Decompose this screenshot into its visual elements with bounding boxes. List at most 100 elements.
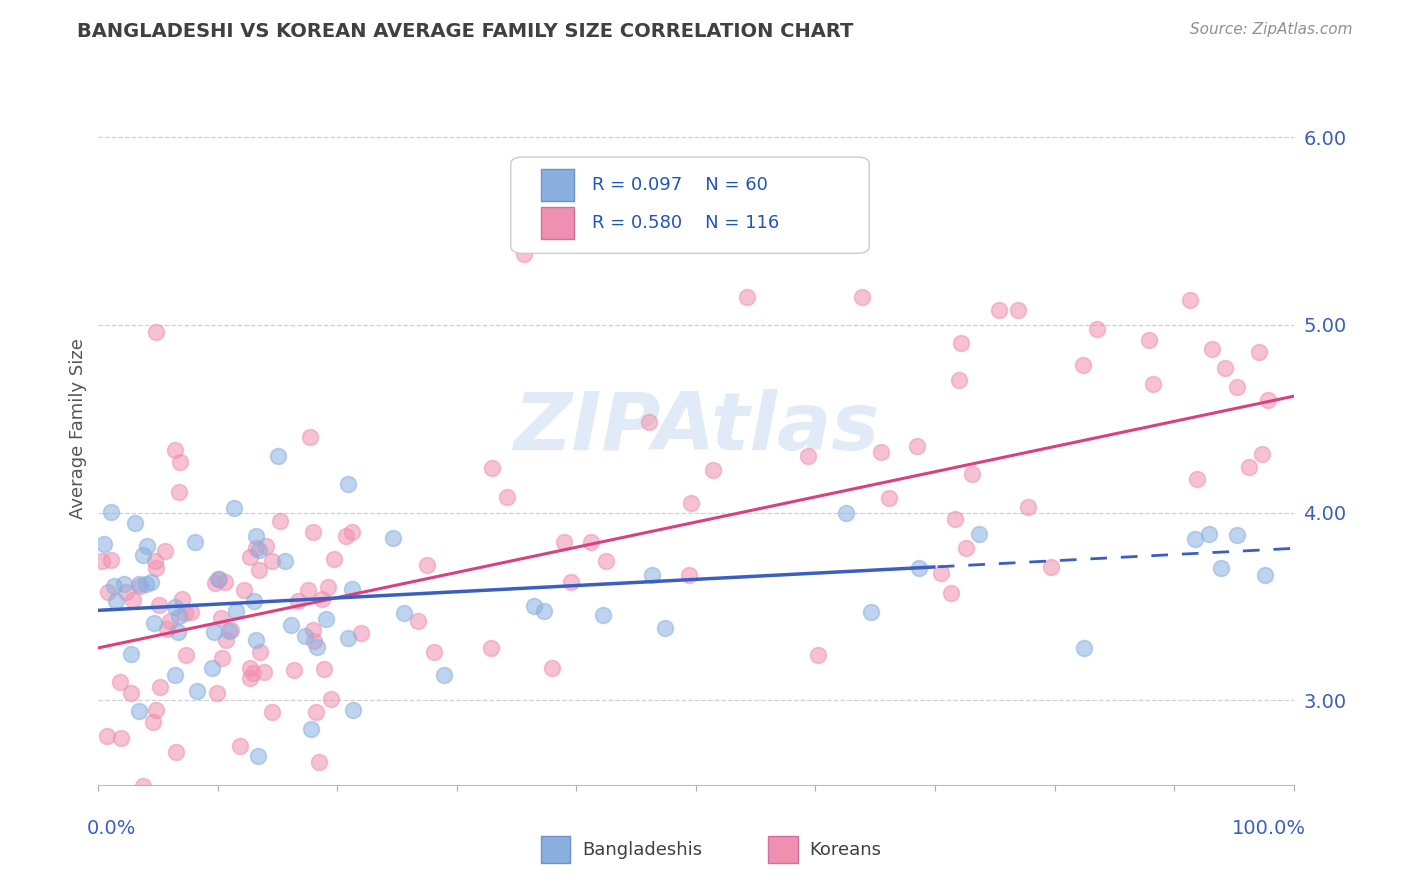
Point xyxy=(91,554,114,568)
Point xyxy=(159,614,181,628)
Point xyxy=(315,612,337,626)
Point xyxy=(1239,460,1261,475)
Point xyxy=(245,541,267,556)
Point xyxy=(165,600,187,615)
Point xyxy=(169,455,191,469)
Point xyxy=(943,512,966,526)
Point xyxy=(987,302,1010,317)
Point xyxy=(122,593,145,607)
Point xyxy=(481,460,503,475)
Point xyxy=(256,539,278,553)
Point xyxy=(335,529,357,543)
Point xyxy=(579,534,602,549)
Point xyxy=(219,623,242,637)
Point xyxy=(124,516,146,531)
Text: Source: ZipAtlas.com: Source: ZipAtlas.com xyxy=(1189,22,1353,37)
Point xyxy=(553,535,575,549)
Point xyxy=(247,749,270,764)
Point xyxy=(302,524,325,539)
Point xyxy=(112,577,135,591)
Point xyxy=(1226,528,1249,542)
Point xyxy=(93,537,115,551)
Point xyxy=(294,629,316,643)
Point xyxy=(273,554,295,568)
Point xyxy=(1184,532,1206,546)
Point xyxy=(907,560,929,574)
Point xyxy=(142,714,165,729)
Point xyxy=(186,683,208,698)
Point xyxy=(1040,559,1063,574)
Point xyxy=(869,444,891,458)
Y-axis label: Average Family Size: Average Family Size xyxy=(69,338,87,518)
Point xyxy=(641,567,664,582)
Point xyxy=(167,609,190,624)
Point xyxy=(1250,447,1272,461)
Point xyxy=(155,623,177,637)
Point xyxy=(283,664,305,678)
Point xyxy=(299,430,322,444)
Point xyxy=(342,703,364,717)
Point xyxy=(835,506,858,520)
Point xyxy=(120,685,142,699)
Point xyxy=(148,598,170,612)
Point xyxy=(1137,333,1160,347)
Point xyxy=(167,624,190,639)
Point xyxy=(165,745,187,759)
Point xyxy=(239,661,262,675)
Point xyxy=(174,606,197,620)
Point xyxy=(319,691,342,706)
Point xyxy=(960,467,983,482)
Point xyxy=(180,605,202,619)
Point xyxy=(245,528,267,542)
Point xyxy=(110,731,132,745)
Point xyxy=(312,662,335,676)
Point xyxy=(1073,641,1095,656)
Text: BANGLADESHI VS KOREAN AVERAGE FAMILY SIZE CORRELATION CHART: BANGLADESHI VS KOREAN AVERAGE FAMILY SIZ… xyxy=(77,22,853,41)
Point xyxy=(1085,321,1108,335)
Point xyxy=(323,552,346,566)
Text: ZIPAtlas: ZIPAtlas xyxy=(513,389,879,467)
Point xyxy=(337,631,360,645)
Point xyxy=(204,576,226,591)
Point xyxy=(103,579,125,593)
Point xyxy=(104,593,127,607)
Text: Koreans: Koreans xyxy=(810,841,882,859)
Point xyxy=(269,514,291,528)
Point xyxy=(1017,500,1039,514)
Point xyxy=(1071,359,1094,373)
Point xyxy=(304,705,326,719)
Point xyxy=(96,729,118,743)
Point xyxy=(135,577,157,591)
Point xyxy=(214,575,236,590)
Point xyxy=(176,648,198,662)
Point xyxy=(163,668,186,682)
Point xyxy=(218,624,240,638)
Point xyxy=(184,534,207,549)
Point xyxy=(165,442,187,457)
Text: 0.0%: 0.0% xyxy=(87,819,136,838)
Point xyxy=(308,756,330,770)
Point xyxy=(135,539,157,553)
Point xyxy=(132,779,155,793)
Point xyxy=(941,586,963,600)
Point xyxy=(153,544,176,558)
Point xyxy=(239,671,262,685)
Point xyxy=(169,485,191,500)
Point xyxy=(560,574,582,589)
Point xyxy=(129,579,152,593)
FancyBboxPatch shape xyxy=(510,157,869,253)
FancyBboxPatch shape xyxy=(541,207,574,239)
Point xyxy=(495,491,517,505)
Point xyxy=(1201,343,1223,357)
Point xyxy=(280,618,302,632)
Point xyxy=(1226,380,1249,394)
Point xyxy=(262,554,284,568)
Point xyxy=(297,583,319,598)
Point xyxy=(233,582,256,597)
Point xyxy=(592,607,614,622)
Point xyxy=(120,647,142,661)
Point xyxy=(302,634,325,648)
Point xyxy=(851,290,873,304)
Point xyxy=(145,561,167,575)
Point xyxy=(143,615,166,630)
